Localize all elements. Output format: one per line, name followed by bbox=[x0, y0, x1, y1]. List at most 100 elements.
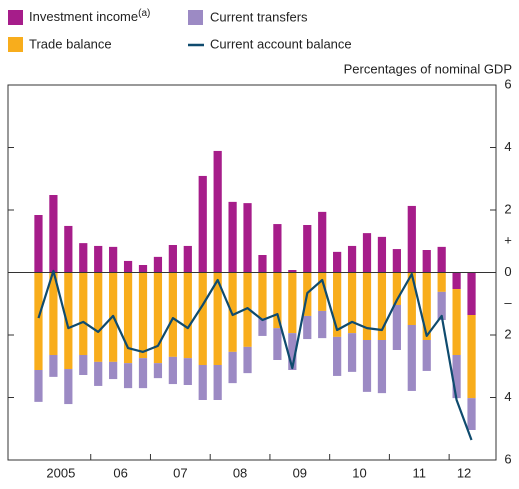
bar bbox=[34, 370, 43, 402]
bar bbox=[168, 272, 177, 357]
bar bbox=[288, 270, 297, 273]
bar bbox=[153, 272, 163, 364]
bar bbox=[258, 272, 267, 319]
bar bbox=[347, 245, 357, 273]
bar bbox=[318, 310, 327, 339]
legend-swatch bbox=[8, 10, 23, 25]
bar bbox=[318, 272, 327, 311]
x-tick-label: 08 bbox=[233, 465, 247, 480]
legend-swatch bbox=[8, 37, 23, 52]
bar bbox=[183, 358, 192, 385]
bar bbox=[79, 243, 88, 273]
bar bbox=[392, 272, 401, 305]
y-tick-label: 2 bbox=[504, 201, 511, 216]
bar bbox=[183, 245, 192, 273]
legend-text: Investment income bbox=[29, 9, 138, 24]
bar bbox=[123, 272, 133, 364]
bar bbox=[94, 361, 103, 386]
bar bbox=[243, 346, 252, 374]
bar bbox=[288, 333, 297, 370]
bar bbox=[392, 305, 401, 350]
bar bbox=[213, 150, 222, 273]
x-tick-label: 10 bbox=[352, 465, 366, 480]
bar bbox=[213, 272, 222, 365]
unit-label: Percentages of nominal GDP bbox=[344, 61, 512, 76]
y-tick-label: 2 bbox=[504, 326, 511, 341]
bar bbox=[94, 272, 103, 362]
bar bbox=[34, 272, 43, 370]
bar bbox=[437, 272, 446, 292]
bar bbox=[288, 272, 297, 334]
y-tick-label: 0 bbox=[504, 264, 511, 279]
bar bbox=[452, 289, 461, 355]
bar bbox=[407, 205, 416, 273]
bar bbox=[123, 260, 133, 273]
bar bbox=[123, 363, 133, 389]
bar bbox=[333, 336, 342, 376]
bar bbox=[273, 224, 282, 273]
bar bbox=[183, 272, 192, 359]
bar bbox=[243, 203, 252, 273]
bar bbox=[213, 365, 222, 400]
x-tick-label: 11 bbox=[413, 465, 427, 480]
bar bbox=[362, 340, 372, 392]
bar bbox=[452, 355, 461, 399]
x-tick-label: 2005 bbox=[46, 465, 75, 480]
bar bbox=[198, 175, 207, 273]
bar bbox=[168, 245, 177, 273]
y-tick-label: 6 bbox=[504, 451, 511, 466]
bar bbox=[94, 245, 103, 273]
bar bbox=[49, 195, 58, 273]
bar bbox=[243, 272, 252, 347]
bar bbox=[258, 255, 267, 273]
legend-label: Investment income(a) bbox=[29, 8, 150, 25]
sign-label: + bbox=[504, 233, 512, 248]
bar bbox=[49, 272, 58, 355]
y-tick-label: 4 bbox=[504, 389, 511, 404]
bar bbox=[347, 333, 357, 372]
bar bbox=[228, 272, 237, 352]
bar bbox=[258, 318, 267, 336]
bar bbox=[168, 356, 177, 385]
x-tick-label: 07 bbox=[173, 465, 187, 480]
bar bbox=[333, 272, 342, 337]
bar bbox=[138, 272, 148, 359]
bar bbox=[437, 246, 446, 273]
bar bbox=[347, 272, 357, 334]
bar bbox=[437, 291, 446, 320]
bar bbox=[228, 351, 237, 384]
line-series bbox=[37, 269, 473, 441]
bar bbox=[422, 272, 431, 340]
bar bbox=[138, 265, 148, 273]
bar bbox=[64, 225, 73, 273]
x-tick-label: 09 bbox=[293, 465, 307, 480]
bar bbox=[422, 250, 431, 273]
bar bbox=[377, 340, 387, 394]
bar bbox=[377, 272, 387, 340]
bar bbox=[273, 328, 282, 360]
bar bbox=[153, 256, 163, 273]
bar bbox=[273, 272, 282, 329]
legend-label: Current account balance bbox=[210, 36, 352, 51]
bar bbox=[303, 225, 312, 273]
bar bbox=[392, 249, 401, 273]
bar bbox=[138, 358, 148, 389]
bar bbox=[198, 365, 207, 400]
legend-note: (a) bbox=[138, 8, 150, 19]
bar bbox=[362, 272, 372, 340]
bar bbox=[452, 272, 461, 290]
bar bbox=[64, 369, 73, 405]
bar bbox=[467, 272, 476, 315]
x-tick-label: 06 bbox=[113, 465, 127, 480]
bar bbox=[422, 340, 431, 371]
bar bbox=[303, 315, 312, 340]
bar bbox=[153, 363, 163, 379]
bar bbox=[198, 272, 207, 365]
bar bbox=[109, 246, 118, 273]
bar bbox=[467, 398, 476, 430]
bar bbox=[407, 325, 416, 391]
bar bbox=[109, 361, 118, 380]
sign-label: – bbox=[504, 295, 512, 310]
bar bbox=[228, 201, 237, 273]
